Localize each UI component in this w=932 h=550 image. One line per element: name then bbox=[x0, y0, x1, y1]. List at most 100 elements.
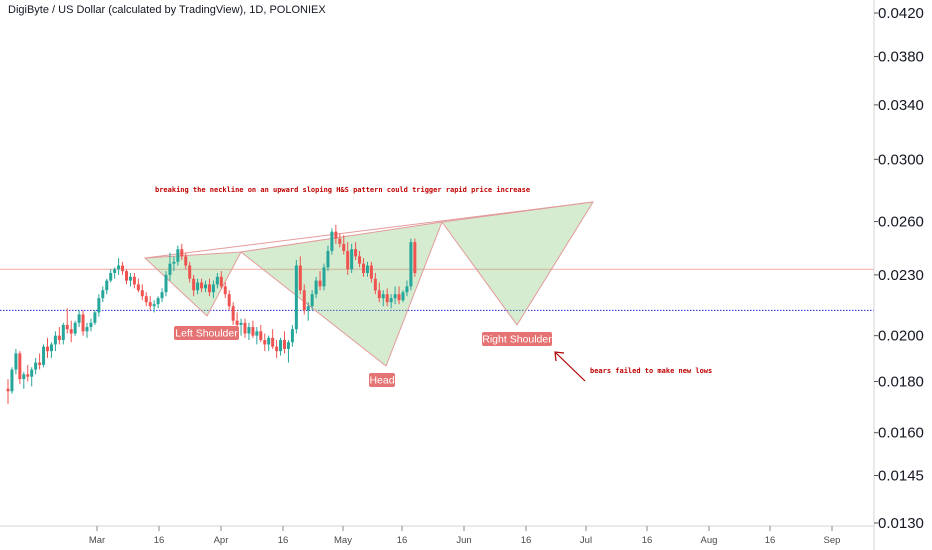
x-tick-label: Aug bbox=[701, 535, 718, 546]
candle-body bbox=[413, 242, 417, 273]
candle-body bbox=[168, 263, 172, 275]
candle-body bbox=[286, 342, 290, 349]
x-tick-label: Mar bbox=[89, 535, 105, 546]
candle-body bbox=[192, 278, 196, 291]
right-shoulder-label-bg bbox=[482, 332, 552, 346]
bears-note: bears failed to make new lows bbox=[590, 367, 712, 375]
candle-body bbox=[251, 327, 255, 336]
candle-body bbox=[77, 314, 81, 323]
candle-body bbox=[6, 388, 10, 392]
candle-body bbox=[69, 329, 73, 334]
candle-body bbox=[275, 346, 279, 352]
y-tick-label: 0.0230 bbox=[878, 267, 924, 284]
y-tick-label: 0.0380 bbox=[878, 49, 924, 66]
candle-body bbox=[105, 280, 109, 291]
candle-body bbox=[389, 298, 393, 303]
candle-body bbox=[298, 265, 302, 291]
candle-body bbox=[346, 250, 350, 270]
candle-body bbox=[164, 274, 168, 293]
head-triangle bbox=[239, 221, 443, 367]
candle-body bbox=[290, 329, 294, 343]
candle-body bbox=[34, 362, 38, 370]
y-tick-label: 0.0340 bbox=[878, 97, 924, 114]
candle-body bbox=[73, 322, 77, 334]
right-shoulder-label: Right Shoulder bbox=[482, 334, 552, 346]
candle-body bbox=[397, 294, 401, 301]
candle-body bbox=[140, 290, 144, 297]
time-axis: Mar 16 Apr 16 May 16 Jun 16 Jul 16 Aug 16 Sep bbox=[0, 525, 874, 546]
y-tick-label: 0.0420 bbox=[878, 5, 924, 22]
candle-body bbox=[358, 256, 362, 264]
candle-body bbox=[223, 286, 227, 295]
candle-body bbox=[89, 322, 93, 328]
x-tick-label: Sep bbox=[824, 535, 841, 546]
candle-body bbox=[144, 296, 148, 303]
candle-body bbox=[57, 335, 61, 341]
y-tick-label: 0.0160 bbox=[878, 425, 924, 442]
candle-body bbox=[49, 344, 53, 352]
candle-body bbox=[318, 280, 322, 287]
x-tick-label: 16 bbox=[397, 535, 408, 546]
candle-body bbox=[46, 346, 49, 352]
candle-body bbox=[148, 302, 152, 307]
candle-body bbox=[306, 306, 310, 311]
candle-body bbox=[30, 369, 34, 377]
candle-body bbox=[381, 294, 385, 299]
y-tick-label: 0.0130 bbox=[878, 515, 924, 532]
neckline-note: breaking the neckline on an upward slopi… bbox=[155, 186, 530, 194]
candle-body bbox=[342, 243, 346, 251]
candle-body bbox=[53, 335, 57, 345]
candle-body bbox=[302, 290, 306, 311]
candle-body bbox=[136, 284, 140, 291]
candle-body bbox=[271, 337, 275, 347]
candle-body bbox=[362, 263, 365, 273]
candle-body bbox=[117, 265, 121, 270]
candle-body bbox=[10, 369, 14, 392]
candlesticks bbox=[6, 224, 417, 404]
x-tick-label: May bbox=[334, 535, 352, 546]
candle-body bbox=[188, 265, 192, 279]
candle-body bbox=[160, 292, 164, 299]
candle-body bbox=[369, 265, 373, 279]
candle-body bbox=[405, 286, 409, 293]
candle-body bbox=[267, 337, 271, 345]
candle-body bbox=[393, 294, 397, 299]
x-tick-label: 16 bbox=[278, 535, 289, 546]
candle-body bbox=[283, 340, 286, 349]
candle-body bbox=[385, 294, 389, 303]
candle-body bbox=[235, 320, 239, 325]
y-tick-label: 0.0260 bbox=[878, 214, 924, 231]
neckline-line bbox=[144, 201, 594, 259]
candle-body bbox=[365, 265, 369, 273]
candle-body bbox=[211, 284, 215, 293]
x-tick-label: 16 bbox=[521, 535, 532, 546]
head-label: Head bbox=[369, 375, 394, 387]
x-tick-label: 16 bbox=[642, 535, 653, 546]
candle-body bbox=[350, 249, 354, 270]
annotation-labels: Left Shoulder Head Right Shoulder breaking … bbox=[155, 186, 712, 387]
candle-body bbox=[247, 327, 251, 334]
candle-body bbox=[93, 312, 97, 323]
candle-body bbox=[326, 250, 330, 268]
candle-body bbox=[132, 276, 136, 285]
candle-body bbox=[263, 340, 267, 345]
candle-body bbox=[42, 346, 46, 365]
chart-title: DigiByte / US Dollar (calculated by Trad… bbox=[8, 4, 326, 16]
arrow-line bbox=[555, 352, 586, 382]
candle-body bbox=[109, 272, 113, 281]
y-tick-label: 0.0300 bbox=[878, 151, 924, 168]
candle-body bbox=[227, 294, 231, 307]
x-tick-label: 16 bbox=[765, 535, 776, 546]
candle-body bbox=[215, 276, 219, 285]
x-tick-label: Jul bbox=[580, 535, 592, 546]
candle-body bbox=[196, 282, 200, 291]
candle-body bbox=[22, 374, 26, 380]
y-tick-label: 0.0180 bbox=[878, 373, 924, 390]
y-tick-label: 0.0200 bbox=[878, 328, 924, 345]
candle-body bbox=[65, 324, 69, 330]
candle-body bbox=[113, 269, 117, 273]
left-shoulder-label-bg bbox=[174, 326, 239, 340]
candle-body bbox=[239, 322, 243, 325]
